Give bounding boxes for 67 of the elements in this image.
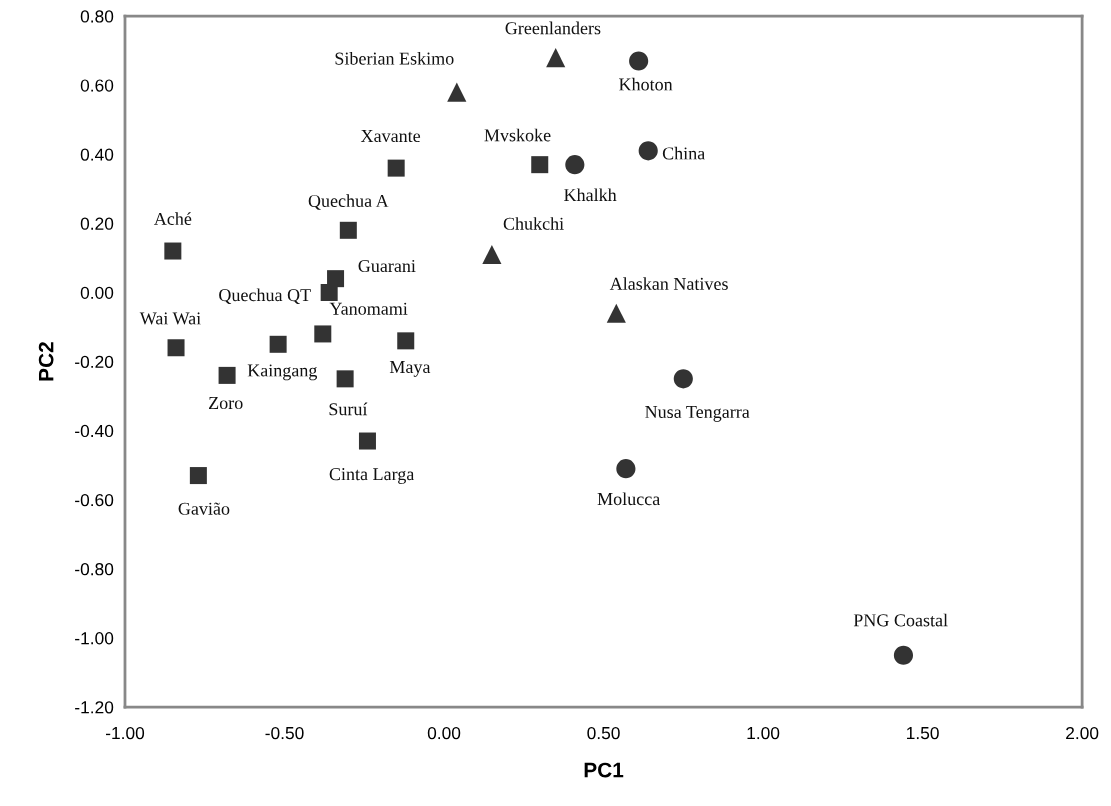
y-tick-label: -0.80 [75,563,114,576]
x-axis-title: PC1 [584,762,624,778]
point [167,339,185,357]
point [531,156,549,174]
annotation: Khoton [619,77,673,91]
x-tick-label: 1.00 [747,726,780,740]
annotation: Gavião [178,502,230,515]
y-tick-label: 0.20 [80,217,114,230]
annotation: Mvskoke [484,128,551,142]
point [387,159,405,177]
point [218,366,236,384]
annotation: Alaskan Natives [609,277,728,290]
point [447,82,467,102]
point [314,325,332,343]
point [638,141,658,161]
annotation: Guarani [358,259,416,273]
annotation: Molucca [597,492,660,506]
annotation: Khalkh [564,188,617,202]
x-tick-label: 0.50 [587,726,620,740]
point [336,370,354,388]
annotation: Maya [389,361,431,377]
y-tick-label: -0.60 [75,493,114,507]
point [339,221,357,239]
y-tick-label: 0.80 [80,10,114,23]
point [546,48,566,68]
y-tick-label: -1.20 [75,701,114,714]
point [482,244,502,265]
point [673,369,693,389]
annotation: Quechua QT [219,288,311,304]
annotation: Suruí [329,402,368,416]
x-tick-label: -0.50 [265,726,304,740]
point [269,335,287,353]
annotation: Greenlanders [505,21,601,35]
point [320,283,338,301]
x-tick-label: -1.00 [105,726,145,740]
point [629,51,649,71]
y-tick-label: -0.40 [75,424,114,438]
y-tick-label: -0.20 [75,355,114,369]
annotation: Zoro [209,397,243,410]
y-axis-title: PC2 [38,342,54,381]
annotation: Xavante [360,130,421,143]
x-tick-label: 2.00 [1066,726,1099,740]
y-tick-label: 0.00 [80,286,114,299]
annotation: Cinta Larga [329,468,415,484]
annotation: PNG Coastal [853,613,948,627]
y-tick-label: -1.00 [75,632,114,645]
annotation: Quechua A [308,194,389,210]
point [397,332,415,350]
point [164,242,182,260]
point [358,432,376,450]
point [616,459,636,479]
annotation: Wai Wai [139,312,201,325]
y-tick-label: 0.60 [80,79,114,92]
point [606,303,626,323]
point [189,467,207,485]
annotation: Nusa Tengarra [645,406,750,422]
annotation: Chukchi [503,217,564,230]
x-tick-label: 0.00 [427,726,461,740]
point [565,155,585,175]
annotation: Kaingang [247,364,318,381]
annotation: Yanomami [329,302,408,315]
annotation: Siberian Eskimo [335,51,454,65]
annotation: Aché [153,212,192,225]
point [893,645,914,665]
annotation: China [662,146,705,160]
y-tick-label: 0.40 [80,148,114,161]
x-tick-label: 1.50 [907,726,939,740]
